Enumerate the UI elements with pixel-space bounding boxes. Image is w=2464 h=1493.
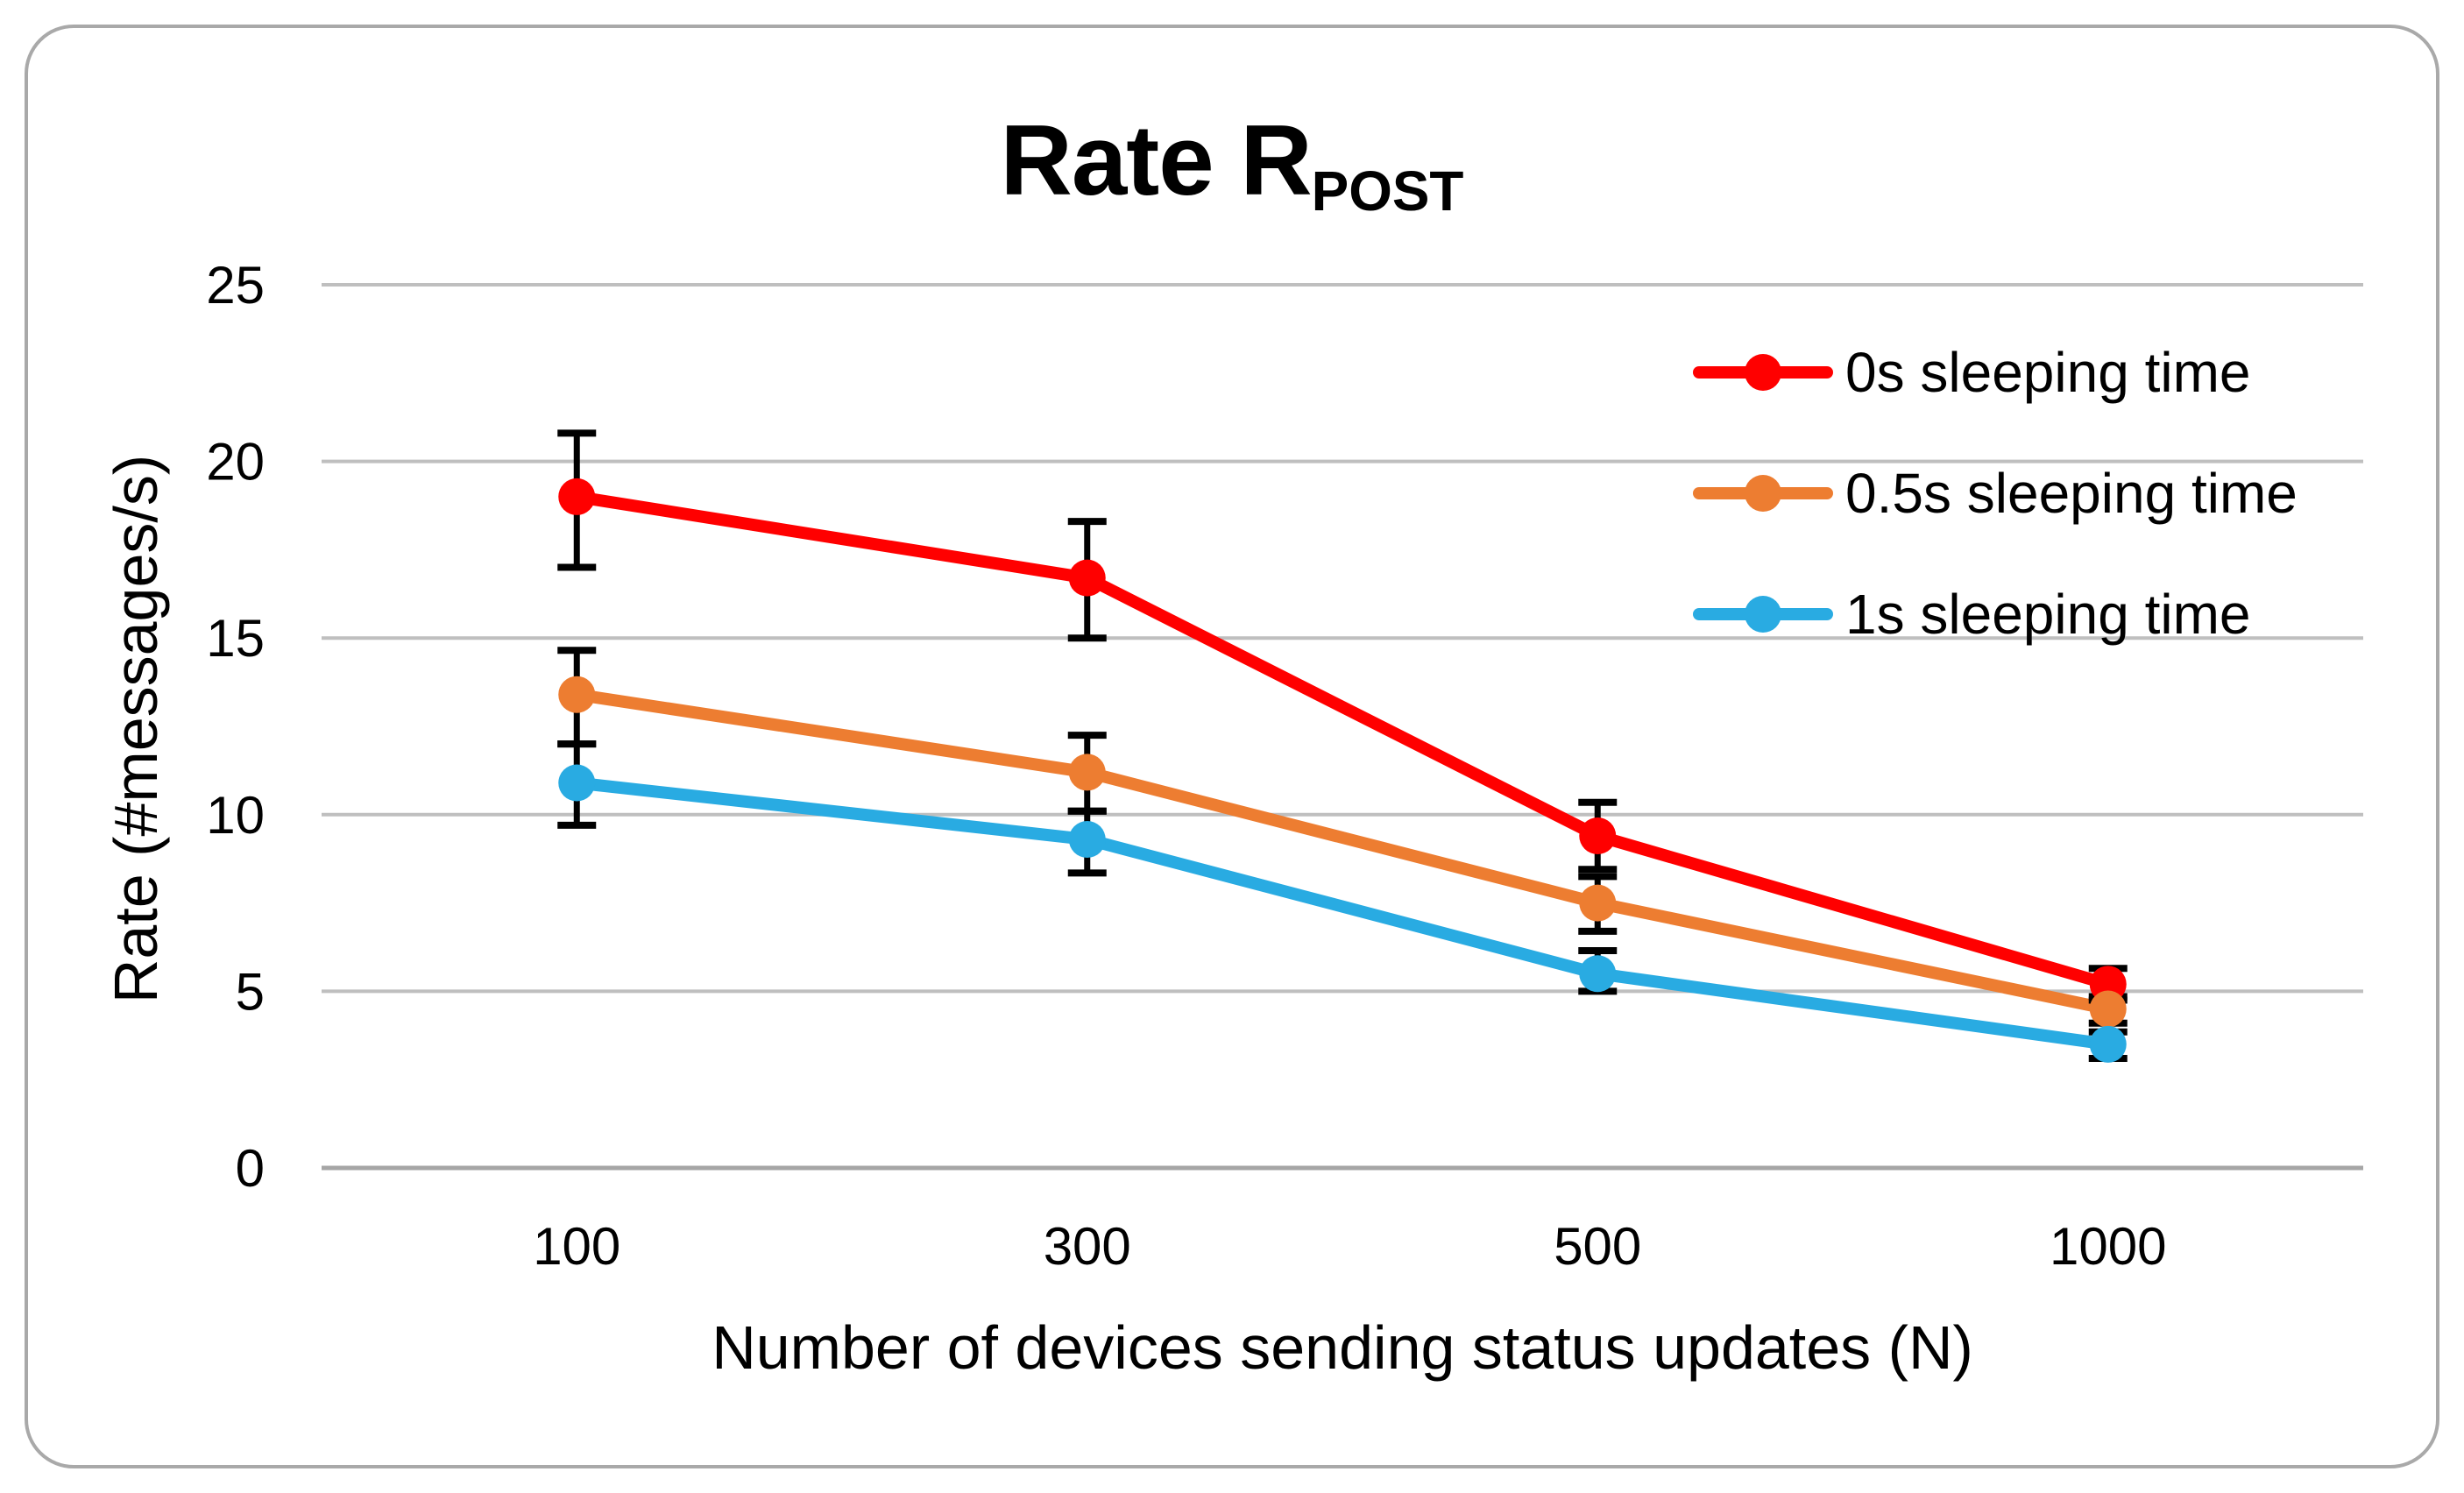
y-tick-label: 0	[236, 1139, 265, 1198]
legend-marker-icon	[1745, 354, 1781, 391]
legend-label: 0s sleeping time	[1845, 341, 2251, 404]
series-line	[570, 490, 2114, 991]
legend-marker-icon	[1745, 475, 1781, 512]
x-tick-label: 500	[1554, 1217, 1641, 1276]
y-tick-label: 25	[206, 256, 265, 315]
data-point-marker	[558, 764, 596, 802]
chart-title-subscript: POST	[1311, 159, 1464, 223]
legend-item: 0.5s sleeping time	[1693, 433, 2298, 554]
legend: 0s sleeping time 0.5s sleeping time 1s sle…	[1693, 312, 2298, 675]
data-point-marker	[2089, 990, 2127, 1028]
legend-label: 1s sleeping time	[1845, 583, 2251, 646]
figure-border	[25, 25, 2439, 1468]
x-axis-title: Number of devices sending status updates…	[712, 1313, 1973, 1382]
legend-series-swatch-icon	[1693, 596, 1833, 633]
x-tick-label: 1000	[2050, 1217, 2166, 1276]
y-tick-label: 10	[206, 786, 265, 845]
legend-item: 0s sleeping time	[1693, 312, 2298, 433]
data-point-marker	[1068, 559, 1106, 597]
data-point-marker	[558, 676, 596, 713]
legend-series-swatch-icon	[1693, 354, 1833, 391]
series-line	[570, 688, 2114, 1015]
y-axis-title: Rate (#messages/s)	[102, 454, 170, 1004]
x-tick-label: 100	[533, 1217, 620, 1276]
data-point-marker	[558, 478, 596, 515]
legend-label: 0.5s sleeping time	[1845, 462, 2298, 525]
data-point-marker	[2089, 1025, 2127, 1063]
data-point-marker	[1068, 754, 1106, 791]
legend-marker-icon	[1745, 596, 1781, 633]
legend-item: 1s sleeping time	[1693, 554, 2298, 675]
data-point-marker	[1579, 884, 1617, 922]
y-tick-label: 5	[236, 962, 265, 1021]
y-tick-label: 15	[206, 609, 265, 668]
legend-series-swatch-icon	[1693, 475, 1833, 512]
data-point-marker	[1579, 817, 1617, 854]
x-tick-label: 300	[1044, 1217, 1131, 1276]
chart-title: Rate RPOST	[0, 103, 2464, 223]
y-tick-label: 20	[206, 433, 265, 492]
data-point-marker	[1068, 821, 1106, 859]
data-point-marker	[1579, 955, 1617, 993]
series-line	[570, 776, 2114, 1051]
chart-title-text: Rate R	[1000, 105, 1313, 216]
